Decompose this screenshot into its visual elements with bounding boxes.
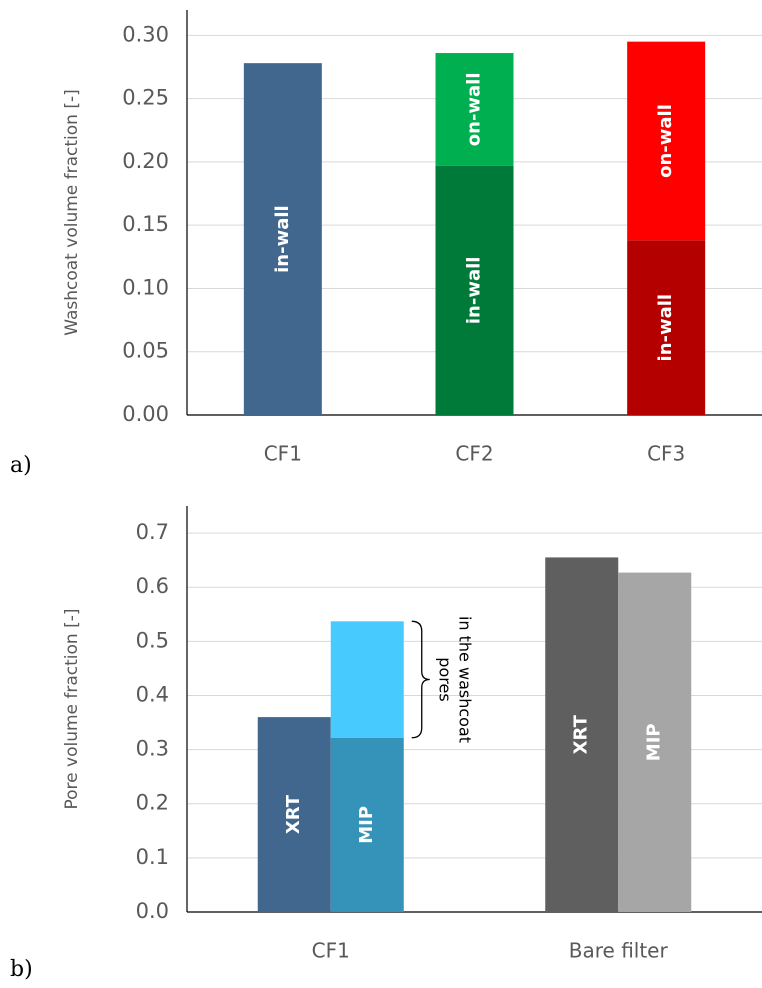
bar-segment <box>243 63 322 415</box>
bar-label: in-wall <box>464 257 485 325</box>
y-tick-label: 0.5 <box>136 628 169 652</box>
y-tick-label: 0.7 <box>136 520 169 544</box>
panel-label: a) <box>10 453 32 478</box>
bar-label: XRT <box>571 714 592 754</box>
y-tick-label: 0.20 <box>122 149 169 173</box>
bar-label: MIP <box>644 723 665 761</box>
x-tick-label: CF3 <box>647 442 685 466</box>
panel-label: b) <box>10 957 33 982</box>
annotation: pores <box>435 657 454 701</box>
bar-label: on-wall <box>655 104 676 178</box>
y-tick-label: 0.2 <box>136 791 169 815</box>
bar-segment <box>257 717 331 912</box>
y-tick-label: 0.1 <box>136 845 169 869</box>
bar-label: in-wall <box>272 205 293 273</box>
bar-segment <box>435 53 514 166</box>
y-axis-title: Pore volume fraction [-] <box>62 608 82 809</box>
bar-segment <box>627 240 706 415</box>
bar-segment <box>618 572 692 912</box>
y-tick-label: 0.0 <box>136 899 169 923</box>
x-tick-label: CF1 <box>312 939 350 963</box>
bar-label: XRT <box>283 794 304 834</box>
bar-label: in-wall <box>655 294 676 362</box>
x-tick-label: Bare filter <box>569 939 669 963</box>
y-tick-label: 0.3 <box>136 737 169 761</box>
y-tick-label: 0.30 <box>122 22 169 46</box>
y-tick-label: 0.6 <box>136 574 169 598</box>
y-tick-label: 0.4 <box>136 682 169 706</box>
bar-segment <box>545 557 619 912</box>
brace <box>411 620 430 739</box>
y-tick-label: 0.05 <box>122 339 169 363</box>
bar-segment <box>627 41 706 241</box>
annotation: in the washcoat <box>455 616 474 743</box>
y-axis-title: Washcoat volume fraction [-] <box>62 89 82 336</box>
bar-segment <box>435 165 514 415</box>
x-tick-label: CF2 <box>455 442 493 466</box>
y-tick-label: 0.15 <box>122 212 169 236</box>
bar-label: on-wall <box>464 72 485 146</box>
y-tick-label: 0.10 <box>122 275 169 299</box>
y-tick-label: 0.25 <box>122 86 169 110</box>
y-tick-label: 0.00 <box>122 402 169 426</box>
x-tick-label: CF1 <box>264 442 302 466</box>
bar-label: MIP <box>356 806 377 844</box>
bar-segment <box>330 737 404 912</box>
bar-segment <box>330 621 404 738</box>
